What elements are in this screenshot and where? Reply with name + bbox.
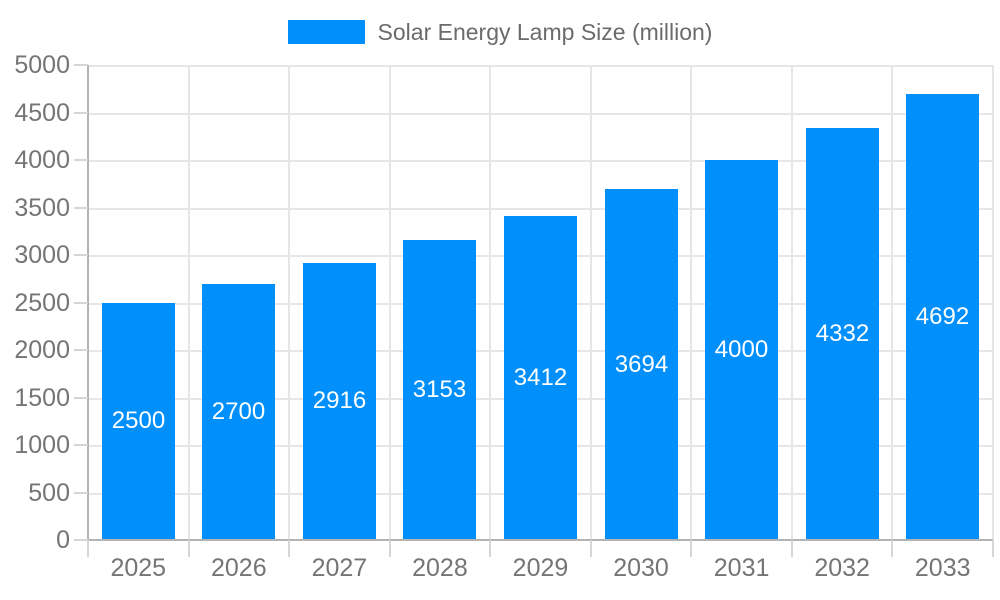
x-axis-tick-label: 2028 [412,554,468,582]
y-axis-tick-mark [74,159,88,161]
bar-value-label: 3412 [513,363,568,391]
gridline-horizontal [88,207,993,210]
gridline-vertical [489,65,492,540]
bar-value-label: 3153 [412,376,467,404]
bar-value-label: 4000 [714,336,769,363]
x-axis-tick-mark [388,540,391,557]
gridline-vertical [690,65,693,540]
bar[interactable]: 4000 [705,160,778,540]
gridline-vertical [992,65,994,540]
y-axis-tick-label: 1000 [14,431,70,459]
gridline-vertical [589,65,592,540]
x-axis-tick-label: 2026 [211,554,267,582]
x-axis-tick-label: 2025 [110,554,167,582]
x-axis-tick-mark [589,540,592,557]
y-axis-tick-mark [74,349,88,351]
y-axis-tick-label: 4000 [14,146,70,174]
legend-label: Solar Energy Lamp Size (million) [377,19,713,45]
y-axis-tick-mark [74,254,88,256]
x-axis-tick-mark [790,540,793,557]
y-axis-tick-label: 1500 [14,383,70,412]
x-axis-tick-label: 2032 [814,554,870,582]
bar[interactable]: 4332 [806,128,879,540]
x-axis-tick-label: 2033 [914,554,971,582]
y-axis-tick-mark [74,444,88,446]
y-axis-tick-label: 0 [56,526,70,554]
bar[interactable]: 2700 [202,283,275,540]
bar[interactable]: 3153 [403,240,476,540]
bar-value-label: 3694 [614,350,669,378]
y-axis-tick-label: 3000 [14,241,70,269]
y-axis-tick-mark [74,64,88,66]
bar[interactable]: 3694 [605,189,678,540]
y-axis-tick-label: 500 [28,478,70,507]
y-axis-tick-label: 4500 [14,98,70,127]
x-axis-tick-label: 2030 [613,554,669,582]
bar-value-label: 4332 [815,320,870,348]
bar-value-label: 4692 [915,303,970,331]
gridline-horizontal [88,160,993,162]
x-axis-tick-mark [891,540,894,557]
gridline-vertical [790,65,793,540]
bar-value-label: 2700 [211,397,266,425]
y-axis-tick-label: 5000 [14,51,70,79]
y-axis-tick-mark [74,491,88,494]
y-axis-tick-mark [74,396,88,399]
bar[interactable]: 3412 [504,215,577,540]
x-axis-tick-mark [187,540,190,557]
bar[interactable]: 2916 [303,262,376,540]
y-axis-tick-mark [74,206,88,209]
x-axis-tick-label: 2027 [311,554,368,582]
gridline-vertical [891,65,894,540]
legend-swatch [287,20,365,44]
x-axis-tick-label: 2031 [713,554,770,582]
y-axis-line [87,65,89,557]
x-axis-tick-mark [489,540,492,557]
gridline-horizontal [88,65,993,67]
bar-value-label: 2916 [312,387,367,415]
y-axis-tick-mark [74,539,88,541]
x-axis-tick-mark [87,540,89,557]
gridline-vertical [288,65,291,540]
x-axis-tick-mark [992,540,994,557]
plot-area: 2500 2700 2916 3153 3412 3694 4000 4332 4692 [88,65,994,540]
bar-value-label: 2500 [111,407,166,435]
legend-item[interactable]: Solar Energy Lamp Size (million) [0,14,1000,50]
y-axis-tick-mark [74,301,88,304]
x-axis-tick-mark [288,540,291,557]
bar[interactable]: 4692 [906,94,979,540]
y-axis-tick-label: 2500 [14,288,70,317]
y-axis-tick-label: 2000 [14,336,70,364]
x-axis-tick-label: 2029 [512,554,569,582]
gridline-horizontal [88,112,993,115]
y-axis-tick-label: 3500 [14,193,70,222]
gridline-vertical [388,65,391,540]
x-axis-tick-mark [690,540,693,557]
gridline-vertical [187,65,190,540]
bar[interactable]: 2500 [102,302,175,540]
x-axis-line [88,539,993,541]
y-axis-tick-mark [74,111,88,114]
